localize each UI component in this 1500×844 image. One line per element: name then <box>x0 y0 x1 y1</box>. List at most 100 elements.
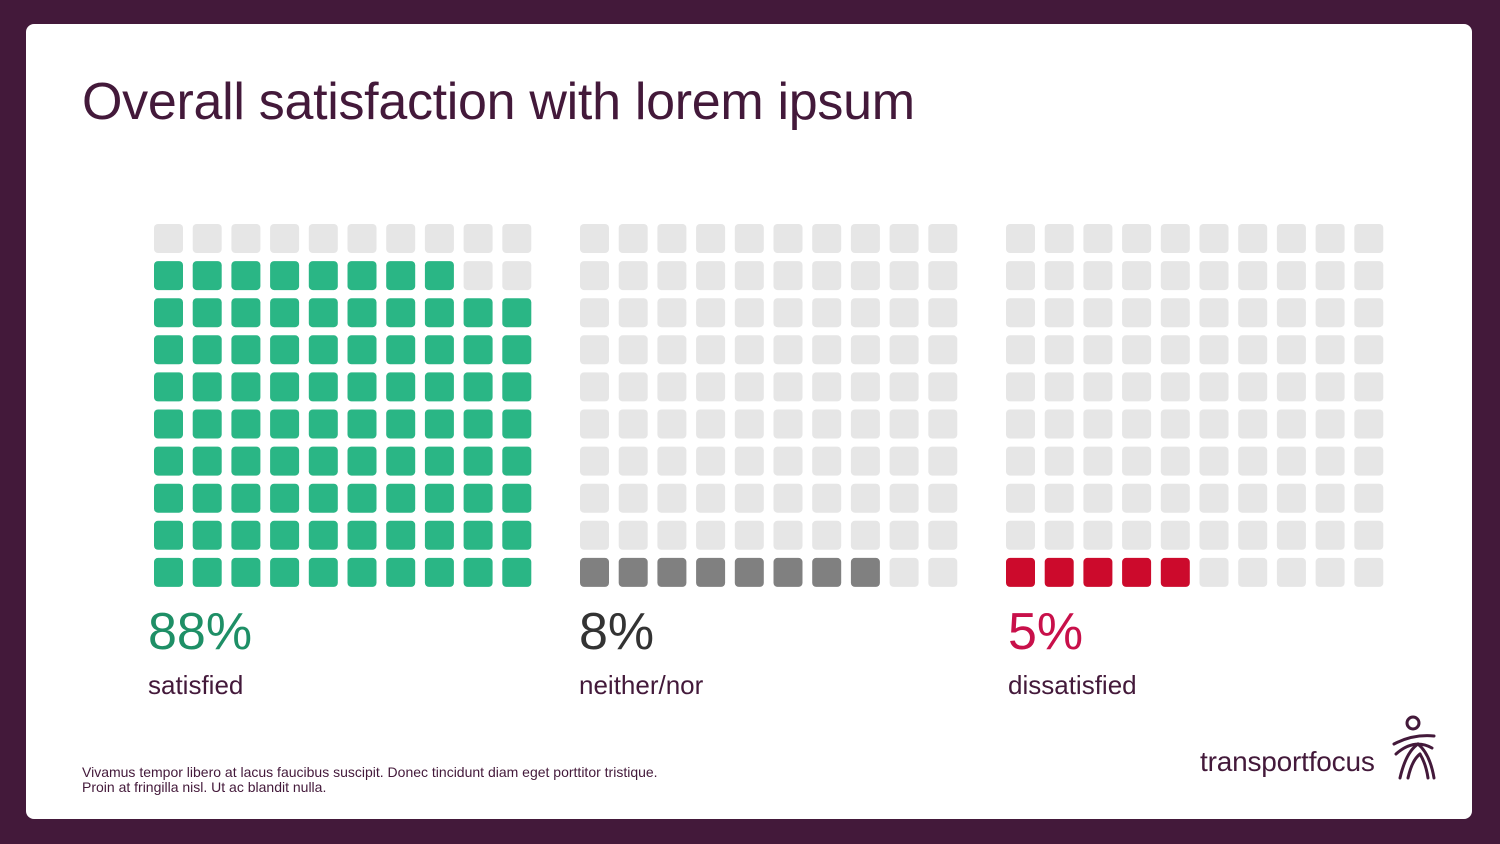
waffle-cell-filled <box>1006 557 1035 587</box>
waffle-cell-filled <box>696 557 726 587</box>
waffle-cell-filled <box>347 483 377 513</box>
waffle-cell-filled <box>463 446 493 476</box>
waffle-cell-filled <box>386 557 416 587</box>
waffle-cell-filled <box>347 372 377 402</box>
waffle-cell-filled <box>463 557 493 587</box>
waffle-cell-filled <box>347 520 377 550</box>
waffle-cell-empty <box>773 520 803 550</box>
waffle-cell-empty <box>734 483 764 513</box>
waffle-cell-empty <box>1354 557 1384 587</box>
waffle-cell-filled <box>502 298 532 328</box>
waffle-cell-empty <box>1199 335 1229 365</box>
waffle-cell-empty <box>1199 261 1229 291</box>
waffle-cell-empty <box>1160 335 1190 365</box>
waffle-cell-filled <box>270 372 300 402</box>
waffle-cell-empty <box>773 335 803 365</box>
waffle-cell-empty <box>1122 520 1152 550</box>
waffle-cell-filled <box>231 335 261 365</box>
waffle-cell-empty <box>270 224 300 253</box>
waffle-cell-empty <box>812 372 842 402</box>
waffle-cell-empty <box>1276 409 1306 439</box>
waffle-cell-empty <box>773 409 803 439</box>
waffle-cell-filled <box>618 557 648 587</box>
waffle-cell-filled <box>424 409 454 439</box>
waffle-cell-filled <box>270 409 300 439</box>
waffle-cell-empty <box>1006 224 1035 253</box>
waffle-cell-empty <box>1083 520 1113 550</box>
waffle-cell-empty <box>734 446 764 476</box>
waffle-cell-filled <box>154 520 183 550</box>
value-label-dissatisfied: 5% <box>1008 603 1084 661</box>
waffle-cell-empty <box>580 335 609 365</box>
transportfocus-figure-icon <box>1392 715 1436 780</box>
waffle-cell-empty <box>773 298 803 328</box>
waffle-cell-filled <box>270 446 300 476</box>
waffle-cell-filled <box>347 409 377 439</box>
waffle-cell-empty <box>657 224 687 253</box>
waffle-cell-empty <box>734 520 764 550</box>
waffle-cell-empty <box>1083 224 1113 253</box>
waffle-cell-empty <box>1083 372 1113 402</box>
waffle-cell-empty <box>1006 446 1035 476</box>
waffle-cell-empty <box>1006 298 1035 328</box>
waffle-cell-filled <box>192 261 222 291</box>
page-title: Overall satisfaction with lorem ipsum <box>82 73 915 131</box>
waffle-cell-filled <box>231 483 261 513</box>
waffle-cell-empty <box>889 409 919 439</box>
waffle-cell-empty <box>1238 409 1268 439</box>
waffle-chart-satisfied <box>154 224 534 590</box>
waffle-cell-empty <box>1083 446 1113 476</box>
waffle-cell-empty <box>1276 224 1306 253</box>
waffle-cell-filled <box>154 298 183 328</box>
waffle-cell-empty <box>1199 224 1229 253</box>
waffle-cell-empty <box>850 335 880 365</box>
waffle-cell-empty <box>1006 483 1035 513</box>
waffle-cell-filled <box>154 409 183 439</box>
waffle-cell-empty <box>928 372 958 402</box>
waffle-cell-empty <box>618 446 648 476</box>
waffle-cell-filled <box>463 409 493 439</box>
waffle-cell-empty <box>1006 335 1035 365</box>
waffle-cell-filled <box>347 335 377 365</box>
waffle-cell-filled <box>463 372 493 402</box>
waffle-cell-empty <box>928 224 958 253</box>
waffle-cell-empty <box>696 483 726 513</box>
waffle-cell-empty <box>1354 446 1384 476</box>
waffle-cell-filled <box>231 409 261 439</box>
waffle-cell-filled <box>502 520 532 550</box>
waffle-cell-filled <box>734 557 764 587</box>
waffle-cell-filled <box>308 557 338 587</box>
waffle-cell-filled <box>270 261 300 291</box>
waffle-cell-empty <box>1006 409 1035 439</box>
waffle-cell-empty <box>347 224 377 253</box>
waffle-cell-empty <box>696 224 726 253</box>
waffle-cell-empty <box>1122 298 1152 328</box>
waffle-cell-empty <box>618 409 648 439</box>
waffle-cell-filled <box>502 446 532 476</box>
waffle-cell-empty <box>889 224 919 253</box>
waffle-cell-filled <box>1083 557 1113 587</box>
waffle-cell-filled <box>850 557 880 587</box>
waffle-cell-filled <box>424 446 454 476</box>
waffle-cell-empty <box>773 483 803 513</box>
waffle-cell-empty <box>1160 520 1190 550</box>
waffle-cell-empty <box>1044 520 1074 550</box>
waffle-cell-empty <box>657 261 687 291</box>
waffle-cell-empty <box>618 372 648 402</box>
waffle-cell-empty <box>696 409 726 439</box>
waffle-cell-empty <box>850 298 880 328</box>
waffle-cell-empty <box>1238 557 1268 587</box>
waffle-cell-empty <box>1276 557 1306 587</box>
waffle-cell-empty <box>1276 298 1306 328</box>
waffle-cell-filled <box>270 557 300 587</box>
waffle-cell-empty <box>734 298 764 328</box>
waffle-cell-empty <box>850 409 880 439</box>
waffle-cell-filled <box>231 446 261 476</box>
waffle-cell-empty <box>1199 483 1229 513</box>
value-label-satisfied: 88% <box>148 603 253 661</box>
waffle-cell-empty <box>773 261 803 291</box>
waffle-cell-empty <box>1315 520 1345 550</box>
waffle-cell-empty <box>580 372 609 402</box>
waffle-cell-filled <box>192 335 222 365</box>
waffle-cell-empty <box>1199 446 1229 476</box>
